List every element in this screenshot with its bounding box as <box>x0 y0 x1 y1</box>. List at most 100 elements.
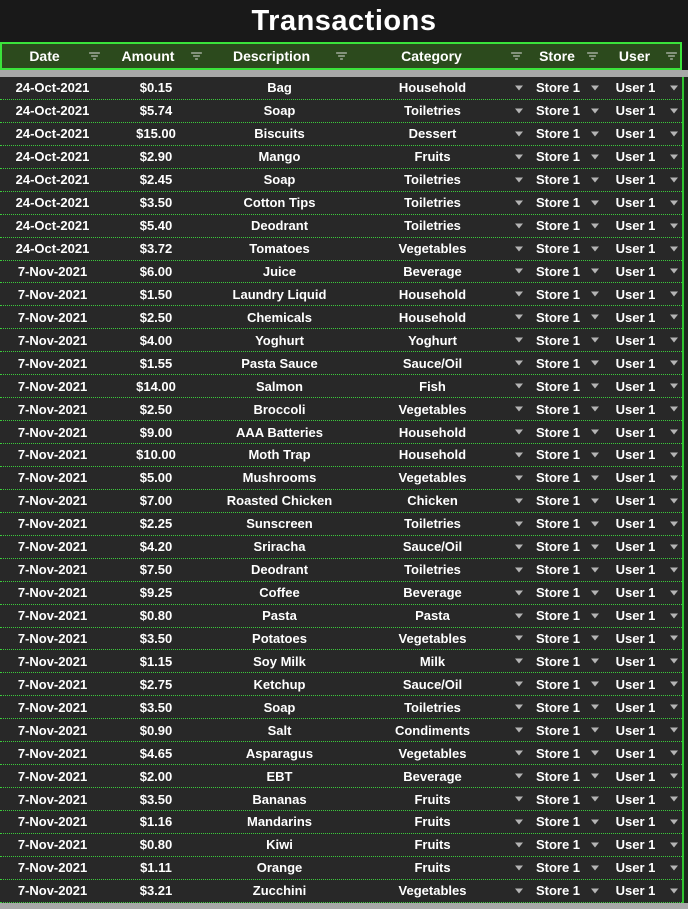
cell-date[interactable]: 7-Nov-2021 <box>0 696 105 718</box>
cell-store[interactable]: Store 1 <box>527 123 603 145</box>
cell-store[interactable]: Store 1 <box>527 146 603 168</box>
cell-description[interactable]: Mandarins <box>207 811 352 833</box>
cell-user[interactable]: User 1 <box>603 329 682 351</box>
cell-user[interactable]: User 1 <box>603 146 682 168</box>
dropdown-arrow-icon[interactable] <box>515 131 523 137</box>
cell-store[interactable]: Store 1 <box>527 398 603 420</box>
cell-description[interactable]: Asparagus <box>207 742 352 764</box>
cell-description[interactable]: Mango <box>207 146 352 168</box>
cell-description[interactable]: EBT <box>207 765 352 787</box>
dropdown-arrow-icon[interactable] <box>515 658 523 664</box>
dropdown-arrow-icon[interactable] <box>515 521 523 527</box>
cell-amount[interactable]: $7.50 <box>105 559 207 581</box>
cell-user[interactable]: User 1 <box>603 605 682 627</box>
cell-amount[interactable]: $5.74 <box>105 100 207 122</box>
cell-date[interactable]: 7-Nov-2021 <box>0 306 105 328</box>
dropdown-arrow-icon[interactable] <box>670 773 678 779</box>
cell-amount[interactable]: $1.11 <box>105 857 207 879</box>
dropdown-arrow-icon[interactable] <box>670 475 678 481</box>
cell-user[interactable]: User 1 <box>603 238 682 260</box>
dropdown-arrow-icon[interactable] <box>515 360 523 366</box>
dropdown-arrow-icon[interactable] <box>591 704 599 710</box>
cell-category[interactable]: Household <box>352 283 527 305</box>
cell-amount[interactable]: $15.00 <box>105 123 207 145</box>
cell-user[interactable]: User 1 <box>603 375 682 397</box>
dropdown-arrow-icon[interactable] <box>515 819 523 825</box>
dropdown-arrow-icon[interactable] <box>670 750 678 756</box>
cell-user[interactable]: User 1 <box>603 169 682 191</box>
dropdown-arrow-icon[interactable] <box>515 108 523 114</box>
dropdown-arrow-icon[interactable] <box>591 154 599 160</box>
cell-category[interactable]: Fruits <box>352 857 527 879</box>
cell-date[interactable]: 7-Nov-2021 <box>0 352 105 374</box>
dropdown-arrow-icon[interactable] <box>515 773 523 779</box>
cell-description[interactable]: Juice <box>207 261 352 283</box>
cell-store[interactable]: Store 1 <box>527 536 603 558</box>
cell-amount[interactable]: $0.80 <box>105 605 207 627</box>
cell-store[interactable]: Store 1 <box>527 444 603 466</box>
cell-amount[interactable]: $2.50 <box>105 398 207 420</box>
dropdown-arrow-icon[interactable] <box>515 590 523 596</box>
dropdown-arrow-icon[interactable] <box>670 635 678 641</box>
cell-date[interactable]: 7-Nov-2021 <box>0 765 105 787</box>
cell-store[interactable]: Store 1 <box>527 490 603 512</box>
cell-user[interactable]: User 1 <box>603 788 682 810</box>
cell-description[interactable]: Coffee <box>207 582 352 604</box>
cell-date[interactable]: 7-Nov-2021 <box>0 467 105 489</box>
cell-store[interactable]: Store 1 <box>527 513 603 535</box>
dropdown-arrow-icon[interactable] <box>591 590 599 596</box>
cell-amount[interactable]: $9.00 <box>105 421 207 443</box>
cell-amount[interactable]: $3.50 <box>105 628 207 650</box>
cell-description[interactable]: Zucchini <box>207 880 352 902</box>
dropdown-arrow-icon[interactable] <box>591 268 599 274</box>
cell-description[interactable]: Bananas <box>207 788 352 810</box>
dropdown-arrow-icon[interactable] <box>670 85 678 91</box>
cell-description[interactable]: Soap <box>207 696 352 718</box>
cell-description[interactable]: Deodrant <box>207 215 352 237</box>
cell-store[interactable]: Store 1 <box>527 628 603 650</box>
cell-user[interactable]: User 1 <box>603 444 682 466</box>
dropdown-arrow-icon[interactable] <box>591 613 599 619</box>
dropdown-arrow-icon[interactable] <box>515 268 523 274</box>
cell-date[interactable]: 24-Oct-2021 <box>0 192 105 214</box>
cell-store[interactable]: Store 1 <box>527 77 603 99</box>
cell-store[interactable]: Store 1 <box>527 650 603 672</box>
cell-category[interactable]: Sauce/Oil <box>352 352 527 374</box>
dropdown-arrow-icon[interactable] <box>670 131 678 137</box>
cell-date[interactable]: 7-Nov-2021 <box>0 605 105 627</box>
cell-store[interactable]: Store 1 <box>527 421 603 443</box>
dropdown-arrow-icon[interactable] <box>670 108 678 114</box>
dropdown-arrow-icon[interactable] <box>515 223 523 229</box>
dropdown-arrow-icon[interactable] <box>670 704 678 710</box>
dropdown-arrow-icon[interactable] <box>591 888 599 894</box>
dropdown-arrow-icon[interactable] <box>515 567 523 573</box>
dropdown-arrow-icon[interactable] <box>515 314 523 320</box>
cell-date[interactable]: 7-Nov-2021 <box>0 490 105 512</box>
cell-amount[interactable]: $3.72 <box>105 238 207 260</box>
cell-user[interactable]: User 1 <box>603 192 682 214</box>
dropdown-arrow-icon[interactable] <box>591 842 599 848</box>
cell-date[interactable]: 7-Nov-2021 <box>0 880 105 902</box>
cell-amount[interactable]: $2.90 <box>105 146 207 168</box>
cell-user[interactable]: User 1 <box>603 306 682 328</box>
dropdown-arrow-icon[interactable] <box>591 360 599 366</box>
dropdown-arrow-icon[interactable] <box>515 429 523 435</box>
filter-icon[interactable] <box>586 52 598 61</box>
cell-date[interactable]: 7-Nov-2021 <box>0 719 105 741</box>
dropdown-arrow-icon[interactable] <box>591 223 599 229</box>
cell-category[interactable]: Beverage <box>352 582 527 604</box>
cell-amount[interactable]: $4.20 <box>105 536 207 558</box>
cell-amount[interactable]: $4.00 <box>105 329 207 351</box>
dropdown-arrow-icon[interactable] <box>670 291 678 297</box>
cell-category[interactable]: Sauce/Oil <box>352 536 527 558</box>
cell-store[interactable]: Store 1 <box>527 283 603 305</box>
cell-user[interactable]: User 1 <box>603 628 682 650</box>
dropdown-arrow-icon[interactable] <box>515 498 523 504</box>
filter-icon[interactable] <box>335 52 347 61</box>
dropdown-arrow-icon[interactable] <box>591 131 599 137</box>
cell-amount[interactable]: $3.21 <box>105 880 207 902</box>
dropdown-arrow-icon[interactable] <box>670 590 678 596</box>
dropdown-arrow-icon[interactable] <box>591 819 599 825</box>
dropdown-arrow-icon[interactable] <box>670 429 678 435</box>
dropdown-arrow-icon[interactable] <box>515 681 523 687</box>
